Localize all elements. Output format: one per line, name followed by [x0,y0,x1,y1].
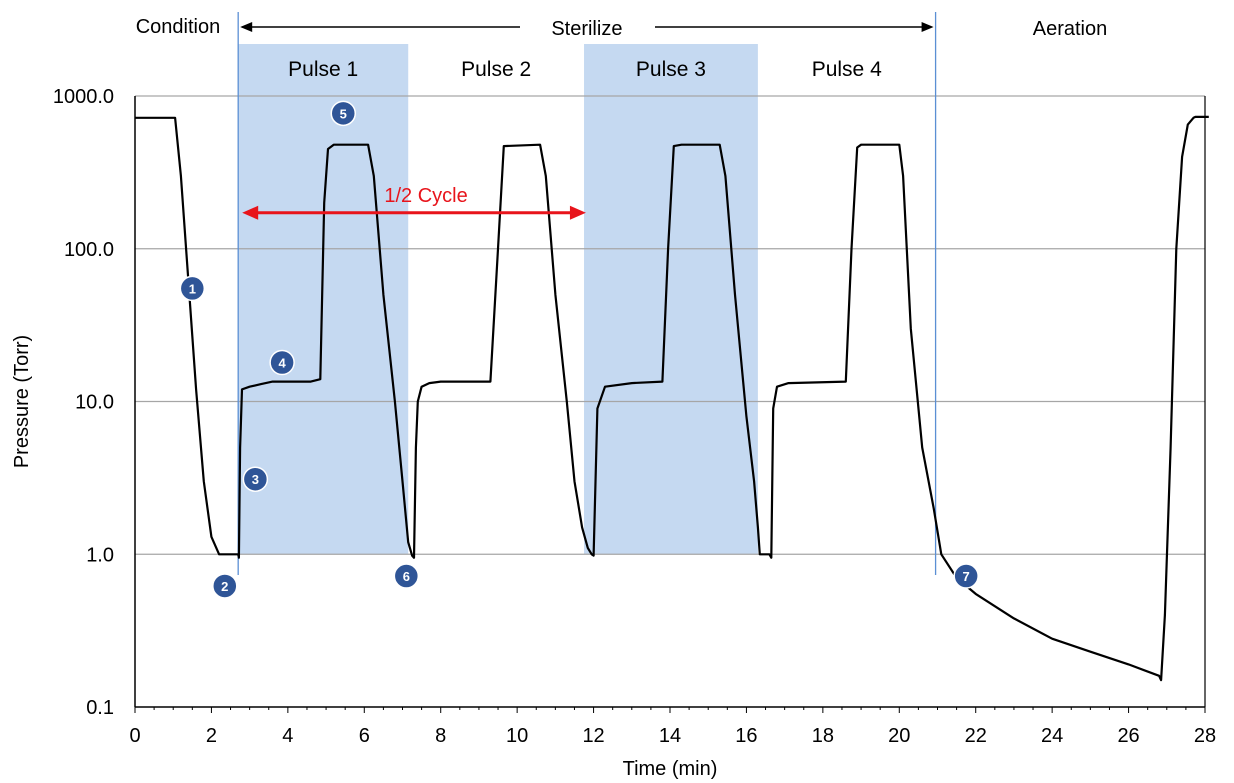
half-cycle-arrowhead-right [569,205,586,220]
y-tick-label-2: 10.0 [75,392,114,414]
x-tick-label-12: 24 [1041,725,1063,747]
sterilize-span-arrows [240,22,934,32]
x-tick-label-14: 28 [1194,725,1216,747]
tick-labels: 0 2 4 6 8 10 12 14 16 18 20 22 24 26 280.11.010.0100.0… [53,86,1216,747]
step-marker-1: 1 [179,275,206,302]
step-marker-circle [330,100,357,127]
x-axis-title: Time (min) [623,758,718,780]
y-tick-label-0: 0.1 [86,697,114,719]
pulse-label-4: Pulse 4 [812,58,882,81]
step-marker-number: 6 [403,569,410,584]
step-marker-circle [953,563,979,589]
step-marker-number: 5 [340,106,347,121]
sterilize-arrowhead-left [240,22,253,32]
step-marker-number: 3 [252,472,259,487]
step-marker-4: 4 [269,349,295,376]
x-tick-label-6: 12 [582,725,604,747]
step-marker-circle [179,275,206,302]
x-tick-label-5: 10 [506,725,528,747]
x-tick-label-8: 16 [735,725,757,747]
pulse-shade-3 [584,44,758,555]
x-tick-label-11: 22 [965,725,987,747]
y-tick-label-1: 1.0 [86,544,114,566]
step-marker-7: 7 [953,563,979,589]
pulse-label-3: Pulse 3 [636,58,706,81]
sterilize-arrowhead-right [921,22,934,32]
step-marker-number: 1 [189,281,196,296]
phase-label-sterilize: Sterilize [551,18,622,40]
x-tick-label-0: 0 [129,725,140,747]
x-tick-label-4: 8 [435,725,446,747]
step-marker-5: 5 [330,100,357,127]
step-marker-circle [393,563,420,589]
axes [134,96,1206,713]
step-marker-circle [269,349,295,376]
step-marker-number: 4 [279,356,287,371]
step-marker-number: 7 [963,569,970,584]
half-cycle-annotation: 1/2 Cycle [242,185,586,220]
x-tick-label-1: 2 [206,725,217,747]
half-cycle-arrowhead-left [242,205,259,220]
y-tick-label-4: 1000.0 [53,86,114,108]
phase-boundaries [237,12,937,575]
step-marker-number: 2 [221,579,228,594]
x-tick-label-13: 26 [1117,725,1139,747]
x-tick-label-10: 20 [888,725,910,747]
pulse-shade-1 [238,44,409,555]
step-marker-circle [242,466,269,492]
y-axis-title: Pressure (Torr) [11,335,33,468]
step-markers: 1 2 3 4 5 6 7 [179,100,979,599]
phase-annotations: Condition Sterilize Aeration [136,16,1108,40]
phase-label-condition: Condition [136,16,221,38]
pulse-labels: Pulse 1 Pulse 2 Pulse 3 Pulse 4 [288,58,882,81]
gridlines [135,95,1205,555]
step-marker-3: 3 [242,466,269,492]
x-tick-label-9: 18 [812,725,834,747]
phase-label-aeration: Aeration [1033,18,1108,40]
step-marker-circle [212,573,238,599]
half-cycle-label: 1/2 Cycle [384,185,467,207]
pulse-label-2: Pulse 2 [461,58,531,81]
y-tick-label-3: 100.0 [64,239,114,261]
x-tick-label-3: 6 [359,725,370,747]
x-tick-label-7: 14 [659,725,681,747]
pulse-label-1: Pulse 1 [288,58,358,81]
step-marker-6: 6 [393,563,420,589]
pulse-shading [238,44,758,555]
x-tick-label-2: 4 [282,725,293,747]
step-marker-2: 2 [212,573,238,599]
